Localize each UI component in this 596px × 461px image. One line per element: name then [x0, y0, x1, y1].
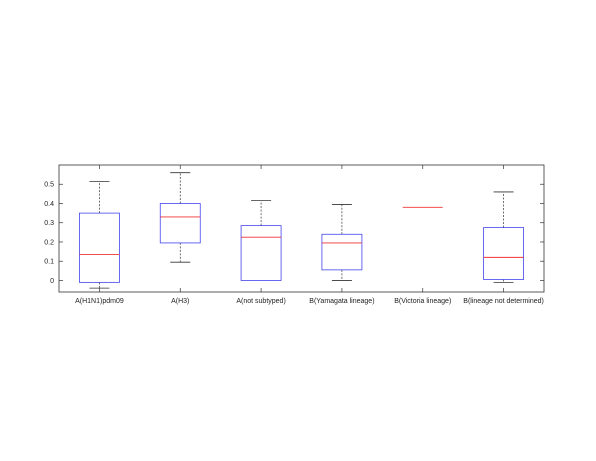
y-axis: 0 0.1 0.2 0.3 0.4 0.5	[44, 182, 544, 285]
x-tick-label: B(lineage not determined)	[463, 298, 544, 305]
plot-area	[58, 164, 545, 293]
y-tick-label: 0.2	[44, 239, 54, 246]
box-3	[321, 204, 363, 281]
iqr-box	[321, 233, 363, 271]
box-5	[483, 191, 524, 283]
x-axis: A(H1N1)pdm09 A(H3) A(not subtyped) B(Yamaga…	[75, 165, 544, 305]
x-tick-label: B(Victoria lineage)	[394, 298, 451, 305]
y-tick-label: 0.4	[44, 201, 54, 208]
box-2	[240, 200, 282, 281]
box-0	[79, 180, 120, 289]
iqr-box	[483, 227, 524, 280]
iqr-box	[79, 212, 120, 283]
y-tick-label: 0.3	[44, 220, 54, 227]
y-tick-label: 0.1	[44, 259, 54, 266]
boxes-group	[79, 172, 524, 289]
y-tick-label: 0.5	[44, 182, 54, 189]
x-tick-label: A(H3)	[171, 298, 189, 305]
x-tick-label: B(Yamagata lineage)	[309, 298, 374, 305]
iqr-box	[159, 203, 201, 244]
x-tick-label: A(not subtyped)	[236, 298, 285, 305]
iqr-box	[240, 225, 282, 281]
y-tick-label: 0	[50, 278, 54, 285]
x-tick-label: A(H1N1)pdm09	[75, 298, 124, 305]
box-1	[159, 172, 201, 263]
